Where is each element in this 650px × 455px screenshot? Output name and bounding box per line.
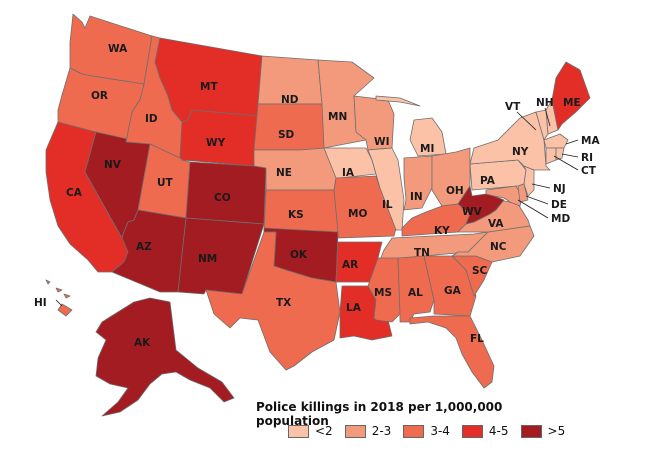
state-co[interactable] [185, 161, 267, 225]
legend-swatch [403, 424, 425, 438]
label-ny: NY [512, 146, 529, 158]
legend-label: <2 [315, 424, 333, 438]
legend-title: Police killings in 2018 per 1,000,000 po… [256, 400, 503, 428]
state-wv[interactable] [457, 185, 505, 225]
label-tn: TN [414, 247, 430, 259]
label-me: ME [563, 97, 581, 109]
label-va: VA [488, 218, 504, 230]
legend-item: 4-5 [461, 424, 509, 438]
label-ut: UT [157, 177, 174, 189]
label-or: OR [91, 90, 108, 102]
label-ca: CA [66, 187, 83, 199]
label-leader-lines [55, 107, 579, 307]
label-pa: PA [480, 175, 496, 187]
label-mo: MO [348, 208, 367, 220]
label-ct: CT [581, 165, 597, 177]
state-ma[interactable] [543, 133, 569, 149]
label-ms: MS [374, 287, 392, 299]
state-hi[interactable] [45, 279, 73, 317]
legend-label: 2-3 [371, 424, 392, 438]
state-pa[interactable] [469, 159, 527, 191]
state-fl[interactable] [409, 315, 495, 389]
label-ar: AR [342, 259, 358, 271]
label-az: AZ [136, 241, 152, 253]
label-ok: OK [290, 249, 308, 261]
label-vt: VT [505, 101, 521, 113]
state-me[interactable] [551, 61, 591, 131]
legend-swatch [520, 424, 542, 438]
label-in: IN [410, 191, 423, 203]
label-ia: IA [342, 167, 355, 179]
label-wy: WY [206, 137, 226, 149]
label-tx: TX [276, 297, 291, 309]
label-mi: MI [420, 143, 434, 155]
label-nd: ND [281, 94, 299, 106]
label-sc: SC [472, 265, 488, 277]
label-ri: RI [581, 152, 593, 164]
label-ky: KY [434, 225, 450, 237]
legend-item: 2-3 [344, 424, 392, 438]
label-ma: MA [581, 135, 600, 147]
label-de: DE [551, 199, 567, 211]
label-ak: AK [134, 337, 151, 349]
legend-label: >5 [547, 424, 566, 438]
label-wv: WV [462, 206, 483, 218]
legend: <2 2-3 3-4 4-5 >5 [288, 424, 577, 438]
state-tx[interactable] [205, 231, 341, 371]
label-oh: OH [446, 185, 464, 197]
legend-item: 3-4 [403, 424, 450, 438]
label-wa: WA [108, 43, 128, 55]
label-nj: NJ [553, 183, 566, 195]
label-nv: NV [104, 159, 122, 171]
label-nh: NH [536, 97, 554, 109]
label-il: IL [382, 199, 393, 211]
legend-item: >5 [520, 424, 566, 438]
label-nm: NM [198, 253, 217, 265]
label-sd: SD [278, 129, 295, 141]
label-fl: FL [470, 333, 484, 345]
label-mn: MN [328, 111, 347, 123]
label-md: MD [551, 213, 570, 225]
state-ri[interactable] [555, 147, 565, 161]
label-ga: GA [444, 285, 462, 297]
label-ne: NE [276, 167, 292, 179]
state-il[interactable] [367, 147, 405, 231]
state-sd[interactable] [253, 103, 327, 151]
state-ne[interactable] [253, 147, 337, 191]
label-nc: NC [490, 241, 507, 253]
legend-label: 4-5 [488, 424, 509, 438]
label-hi: HI [34, 297, 47, 309]
state-de[interactable] [517, 183, 529, 203]
legend-swatch [288, 424, 309, 438]
label-id: ID [145, 113, 158, 125]
legend-swatch [344, 424, 366, 438]
state-ny[interactable] [469, 111, 551, 171]
label-mt: MT [200, 81, 218, 93]
state-md[interactable] [485, 185, 523, 207]
label-wi: WI [374, 136, 390, 148]
label-ks: KS [288, 209, 304, 221]
legend-swatch [461, 424, 483, 438]
legend-label: 3-4 [430, 424, 450, 438]
state-ak[interactable] [95, 297, 235, 417]
label-la: LA [346, 302, 362, 314]
label-co: CO [214, 192, 231, 204]
legend-item: <2 [288, 424, 333, 438]
label-al: AL [408, 287, 423, 299]
